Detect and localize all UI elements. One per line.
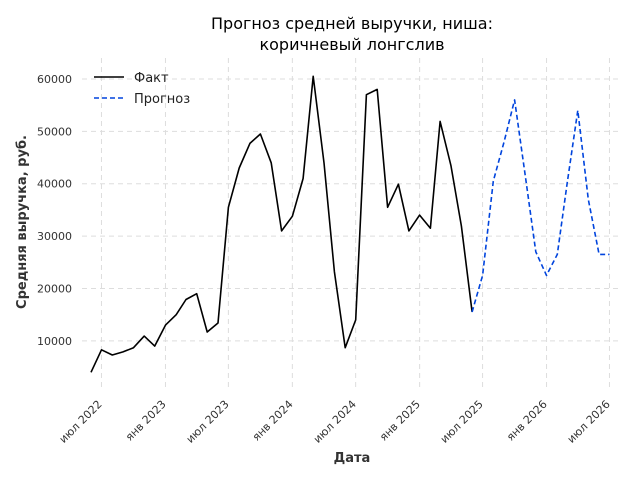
y-tick-label: 30000 (37, 230, 72, 243)
y-tick-label: 50000 (37, 125, 72, 138)
x-tick-label: июл 2025 (438, 398, 486, 446)
series-lines (90, 75, 610, 373)
y-tick-label: 10000 (37, 335, 72, 348)
chart-title-line-1: Прогноз средней выручки, ниша: (211, 14, 493, 33)
y-tick-label: 20000 (37, 282, 72, 295)
x-tick-label: июл 2023 (184, 398, 232, 446)
x-tick-label: янв 2026 (504, 398, 550, 444)
x-axis-ticks: июл 2022 янв 2023 июл 2023 янв 2024 июл 2024… (57, 398, 613, 446)
x-tick-label: янв 2024 (250, 398, 296, 444)
legend: Факт Прогноз (94, 71, 190, 107)
legend-label-forecast: Прогноз (134, 92, 190, 107)
y-tick-label: 40000 (37, 178, 72, 191)
chart-title-line-2: коричневый лонгслив (259, 35, 444, 54)
y-tick-label: 60000 (37, 73, 72, 86)
x-tick-label: янв 2025 (377, 398, 423, 444)
x-tick-label: июл 2024 (311, 398, 359, 446)
x-tick-label: июл 2022 (57, 398, 105, 446)
x-tick-label: июл 2026 (565, 398, 613, 446)
series-line-forecast (471, 99, 610, 313)
series-line-fact (90, 75, 473, 373)
y-axis-ticks: 10000 20000 30000 40000 50000 60000 (37, 73, 72, 348)
x-tick-label: янв 2023 (123, 398, 169, 444)
y-axis-label: Средняя выручка, руб. (15, 135, 30, 309)
legend-label-fact: Факт (134, 71, 169, 86)
grid (82, 58, 622, 388)
x-axis-label: Дата (334, 451, 371, 466)
